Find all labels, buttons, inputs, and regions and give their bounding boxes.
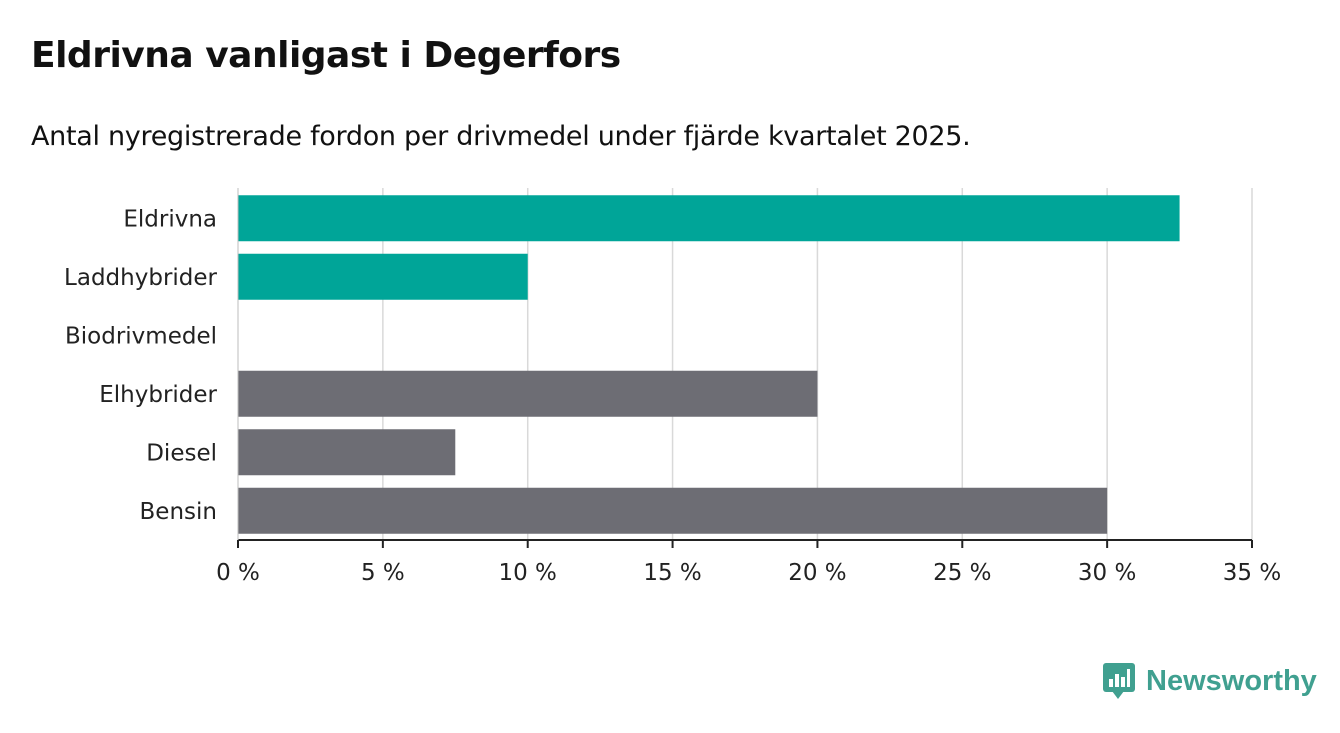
category-label: Bensin (140, 499, 217, 525)
category-label: Elhybrider (99, 382, 217, 408)
chart-subtitle: Antal nyregistrerade fordon per drivmede… (31, 121, 971, 152)
x-tick-label: 0 % (216, 560, 260, 586)
bar (238, 253, 528, 300)
brand-name: Newsworthy (1146, 665, 1317, 697)
x-tick-label: 35 % (1223, 560, 1281, 586)
bar (238, 370, 818, 417)
x-tick-label: 5 % (361, 560, 405, 586)
bar (238, 195, 1180, 242)
category-label: Eldrivna (123, 206, 217, 232)
category-label: Laddhybrider (64, 265, 217, 291)
category-label: Biodrivmedel (65, 323, 217, 349)
x-tick-label: 25 % (933, 560, 991, 586)
x-tick-label: 15 % (643, 560, 701, 586)
bar-chart: Eldrivna Laddhybrider Biodrivmedel Elhybrid… (64, 188, 1281, 586)
bar (238, 487, 1108, 534)
bar (238, 429, 456, 476)
newsworthy-logo-icon (1103, 663, 1135, 699)
x-tick-label: 30 % (1078, 560, 1136, 586)
brand-logo: Newsworthy (1102, 662, 1317, 700)
category-label: Diesel (146, 440, 217, 466)
x-tick-label: 10 % (498, 560, 556, 586)
x-tick-label: 20 % (788, 560, 846, 586)
chart-title: Eldrivna vanligast i Degerfors (31, 35, 621, 76)
